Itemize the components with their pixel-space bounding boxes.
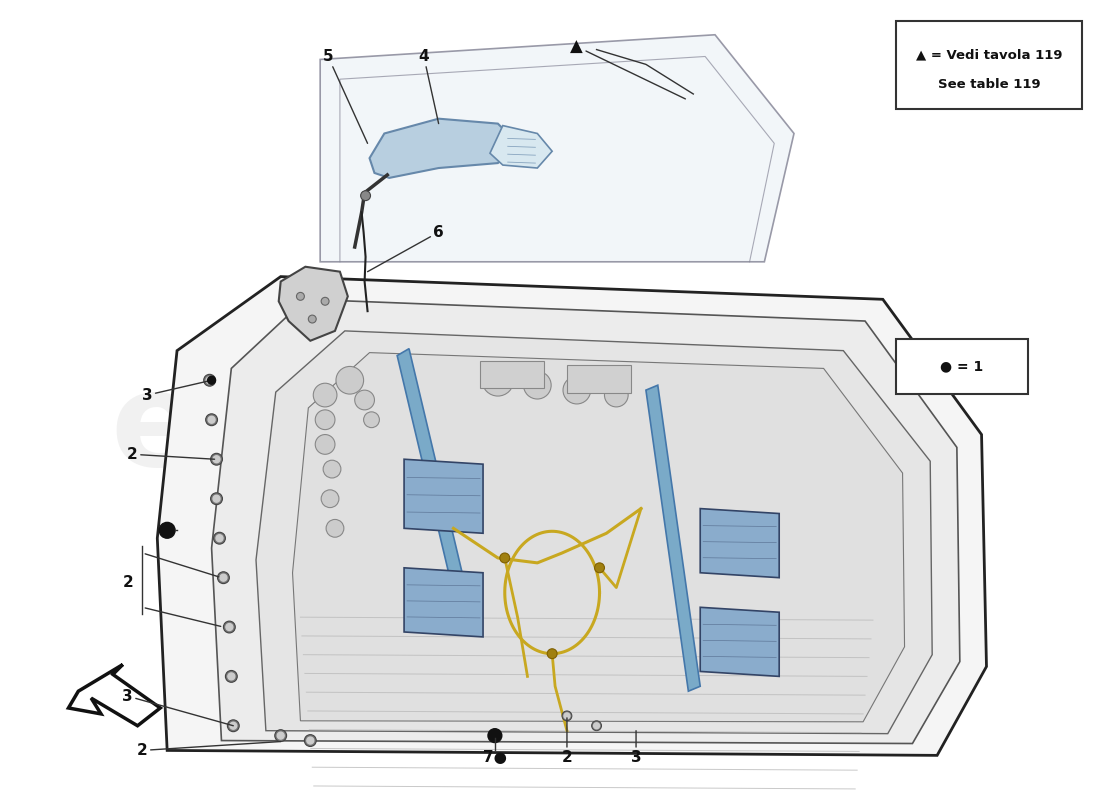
Circle shape bbox=[307, 737, 314, 744]
Text: 4: 4 bbox=[418, 49, 439, 124]
Circle shape bbox=[354, 390, 374, 410]
Circle shape bbox=[210, 454, 222, 465]
Polygon shape bbox=[256, 331, 932, 734]
Circle shape bbox=[206, 377, 213, 384]
Polygon shape bbox=[293, 353, 904, 722]
Polygon shape bbox=[278, 266, 348, 341]
Polygon shape bbox=[68, 665, 161, 726]
Circle shape bbox=[326, 519, 344, 538]
Text: 3: 3 bbox=[630, 730, 641, 765]
Circle shape bbox=[547, 649, 557, 658]
Text: 3: 3 bbox=[122, 689, 233, 726]
FancyBboxPatch shape bbox=[895, 21, 1082, 109]
Circle shape bbox=[605, 383, 628, 407]
Circle shape bbox=[594, 722, 600, 729]
Bar bbox=[566, 366, 631, 393]
Circle shape bbox=[305, 734, 316, 746]
Polygon shape bbox=[397, 349, 463, 585]
Circle shape bbox=[228, 720, 239, 732]
Text: 2: 2 bbox=[562, 718, 572, 765]
Text: 2: 2 bbox=[138, 742, 280, 758]
Circle shape bbox=[210, 493, 222, 505]
Circle shape bbox=[308, 315, 316, 323]
Circle shape bbox=[275, 730, 287, 742]
Circle shape bbox=[226, 623, 233, 630]
Polygon shape bbox=[404, 459, 483, 534]
Text: See table 119: See table 119 bbox=[938, 78, 1041, 90]
Circle shape bbox=[595, 563, 605, 573]
Bar bbox=[480, 361, 544, 388]
Circle shape bbox=[321, 298, 329, 306]
Polygon shape bbox=[646, 385, 701, 691]
Text: 5: 5 bbox=[322, 49, 367, 143]
Text: 2: 2 bbox=[128, 446, 214, 462]
Circle shape bbox=[213, 495, 220, 502]
Circle shape bbox=[226, 670, 238, 682]
Polygon shape bbox=[320, 34, 794, 262]
Circle shape bbox=[220, 574, 227, 581]
Text: 6: 6 bbox=[367, 225, 444, 272]
Circle shape bbox=[321, 490, 339, 507]
Circle shape bbox=[297, 293, 305, 300]
Circle shape bbox=[314, 383, 337, 407]
Circle shape bbox=[323, 460, 341, 478]
Text: ▲: ▲ bbox=[571, 38, 685, 99]
Circle shape bbox=[277, 732, 284, 739]
Circle shape bbox=[213, 532, 226, 544]
Circle shape bbox=[204, 374, 216, 386]
Circle shape bbox=[564, 713, 570, 719]
Circle shape bbox=[562, 711, 572, 721]
Circle shape bbox=[336, 366, 364, 394]
Polygon shape bbox=[157, 277, 987, 755]
Circle shape bbox=[482, 365, 514, 396]
Text: 2: 2 bbox=[122, 575, 133, 590]
Polygon shape bbox=[701, 607, 779, 676]
Circle shape bbox=[213, 456, 220, 462]
Circle shape bbox=[316, 410, 336, 430]
Circle shape bbox=[592, 721, 602, 730]
Polygon shape bbox=[370, 118, 518, 178]
Circle shape bbox=[364, 412, 380, 428]
Polygon shape bbox=[211, 299, 960, 743]
Text: ▲ = Vedi tavola 119: ▲ = Vedi tavola 119 bbox=[916, 48, 1063, 61]
Circle shape bbox=[223, 621, 235, 633]
Polygon shape bbox=[490, 126, 552, 168]
Polygon shape bbox=[701, 509, 779, 578]
Circle shape bbox=[216, 534, 223, 542]
FancyBboxPatch shape bbox=[895, 338, 1027, 394]
Circle shape bbox=[488, 729, 502, 742]
Circle shape bbox=[228, 673, 234, 680]
Text: 7●: 7● bbox=[483, 750, 507, 765]
Circle shape bbox=[230, 722, 236, 730]
Circle shape bbox=[160, 522, 175, 538]
Circle shape bbox=[361, 190, 371, 201]
Circle shape bbox=[208, 416, 214, 423]
Text: ● = 1: ● = 1 bbox=[940, 359, 983, 374]
Circle shape bbox=[524, 371, 551, 399]
Circle shape bbox=[316, 434, 336, 454]
Circle shape bbox=[206, 414, 218, 426]
Text: eurospares: eurospares bbox=[110, 366, 945, 493]
Circle shape bbox=[208, 376, 216, 384]
Text: a passion... since 1985: a passion... since 1985 bbox=[466, 574, 785, 602]
Polygon shape bbox=[404, 568, 483, 637]
Circle shape bbox=[563, 376, 591, 404]
Circle shape bbox=[499, 553, 509, 563]
Circle shape bbox=[218, 572, 230, 584]
Text: 3: 3 bbox=[142, 380, 211, 402]
